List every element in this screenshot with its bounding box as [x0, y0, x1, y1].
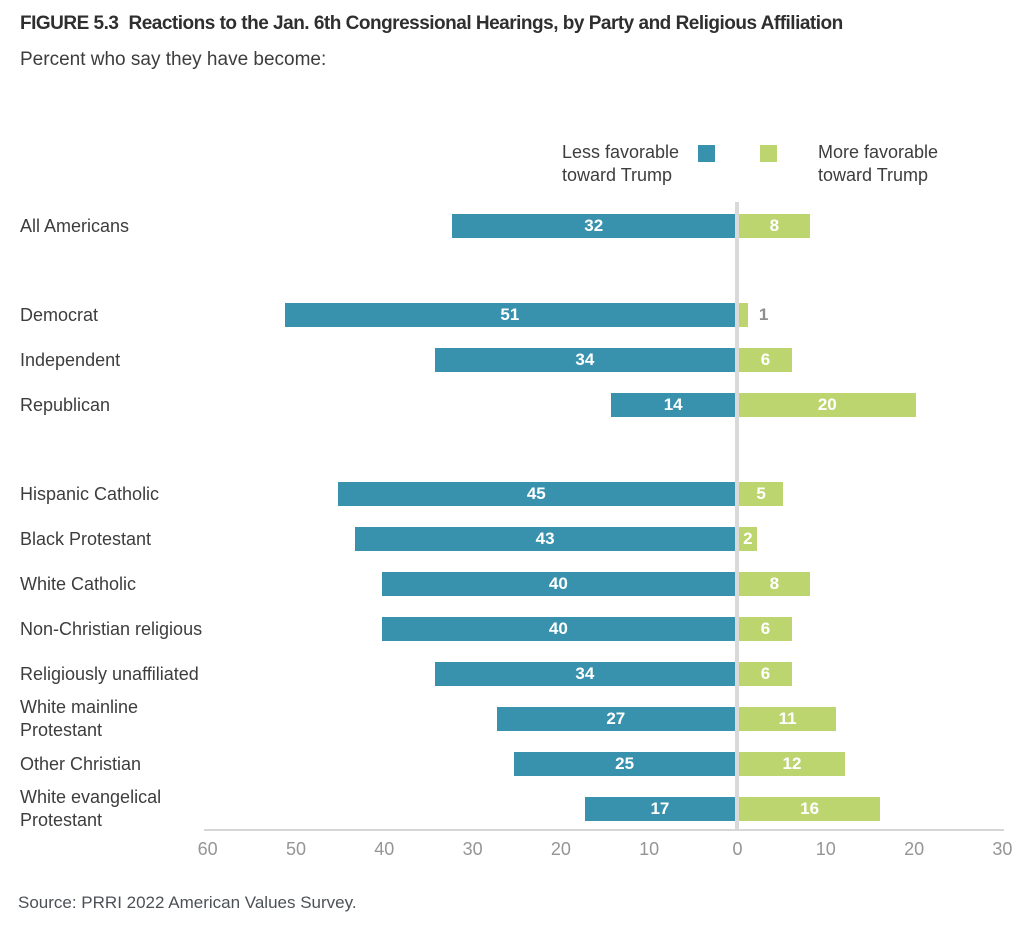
- legend-swatch-more-favorable: [760, 145, 777, 162]
- axis-tick-label: 20: [904, 839, 925, 859]
- bar-value-less: 34: [575, 664, 595, 683]
- figure-number: FIGURE 5.3: [20, 13, 119, 34]
- axis-tick-label: 30: [992, 839, 1013, 859]
- bar-more-favorable: 8: [739, 572, 810, 596]
- bar-value-less: 40: [548, 619, 568, 638]
- bar-value-less: 25: [615, 754, 635, 773]
- bar-more-favorable: 20: [739, 393, 916, 417]
- bar-more-favorable: 11: [739, 707, 837, 731]
- bar-more-favorable: 2: [739, 527, 757, 551]
- bar-less-favorable: 32: [452, 214, 735, 238]
- bar-value-less: 14: [663, 395, 683, 414]
- bar-more-favorable: 6: [739, 617, 792, 641]
- bar-less-favorable: 40: [381, 617, 735, 641]
- legend-label-more-favorable: More favorable toward Trump: [818, 142, 939, 185]
- legend-label-less-favorable: Less favorable toward Trump: [562, 142, 680, 185]
- bar-value-less: 51: [500, 305, 520, 324]
- bar-more-favorable: 16: [739, 797, 881, 821]
- figure-title: FIGURE 5.3 Reactions to the Jan. 6th Cong…: [20, 13, 843, 35]
- category-label: Other Christian: [20, 753, 142, 774]
- bar-value-less: 34: [575, 350, 595, 369]
- bar-value-more: 6: [760, 619, 771, 638]
- bar-less-favorable: 17: [584, 797, 735, 821]
- bar-value-more: 8: [769, 216, 780, 235]
- bar-less-favorable: 25: [514, 752, 735, 776]
- source-note: Source: PRRI 2022 American Values Survey…: [18, 893, 357, 912]
- category-label: Democrat: [20, 304, 99, 325]
- axis-tick-label: 40: [374, 839, 395, 859]
- bar-more-favorable: 6: [739, 348, 792, 372]
- bar-more-favorable: 12: [739, 752, 845, 776]
- bar-less-favorable: 43: [355, 527, 735, 551]
- bar-value-less: 40: [548, 574, 568, 593]
- bar-less-favorable: 34: [434, 662, 735, 686]
- bar-more-favorable: 5: [739, 482, 784, 506]
- axis-tick-label: 20: [550, 839, 571, 859]
- category-label: Religiously unaffiliated: [20, 663, 199, 684]
- axis-tick-label: 30: [462, 839, 483, 859]
- bar-value-more: 5: [756, 484, 766, 503]
- figure-subtitle: Percent who say they have become:: [20, 49, 327, 70]
- category-label: White Catholic: [20, 573, 137, 594]
- bar-less-favorable: 45: [337, 482, 735, 506]
- bar-less-favorable: 51: [284, 303, 735, 327]
- bar-more-favorable: 6: [739, 662, 792, 686]
- bar-more-favorable: [739, 303, 748, 327]
- figure-title-text: Reactions to the Jan. 6th Congressional …: [128, 13, 843, 34]
- bar-value-less: 43: [535, 529, 555, 548]
- category-label: Republican: [20, 394, 111, 415]
- axis-tick-label: 10: [639, 839, 660, 859]
- bar-value-more: 6: [760, 664, 771, 683]
- bar-value-more: 1: [758, 305, 769, 324]
- category-label: White mainline Protestant: [20, 697, 139, 740]
- bar-less-favorable: 27: [496, 707, 735, 731]
- category-label: Hispanic Catholic: [20, 483, 160, 504]
- axis-tick-label: 60: [197, 839, 218, 859]
- bar-value-less: 32: [584, 216, 604, 235]
- legend-swatch-less-favorable: [698, 145, 715, 162]
- axis-tick-label: 0: [732, 839, 743, 859]
- bar-value-more: 20: [817, 395, 837, 414]
- category-label: Black Protestant: [20, 528, 152, 549]
- bar-value-more: 11: [778, 709, 797, 728]
- bar-value-less: 27: [606, 709, 626, 728]
- bar-value-less: 17: [650, 799, 670, 818]
- bar-value-more: 16: [800, 799, 820, 818]
- axis-tick-label: 10: [815, 839, 836, 859]
- bar-less-favorable: 34: [434, 348, 735, 372]
- category-label: All Americans: [20, 215, 130, 236]
- axis-tick-label: 50: [285, 839, 307, 859]
- bar-value-more: 8: [769, 574, 780, 593]
- bar-more-favorable: 8: [739, 214, 810, 238]
- bar-less-favorable: 40: [381, 572, 735, 596]
- bar-value-more: 6: [760, 350, 771, 369]
- bar-value-more: 12: [782, 754, 802, 773]
- category-label: Independent: [20, 349, 121, 370]
- zero-baseline: [735, 202, 739, 830]
- category-label: Non-Christian religious: [20, 618, 203, 639]
- x-axis-line: [204, 829, 1004, 831]
- category-label: White evangelical Protestant: [20, 787, 162, 830]
- bar-less-favorable: 14: [611, 393, 735, 417]
- bar-value-more: 2: [743, 529, 753, 548]
- bar-value-less: 45: [526, 484, 546, 503]
